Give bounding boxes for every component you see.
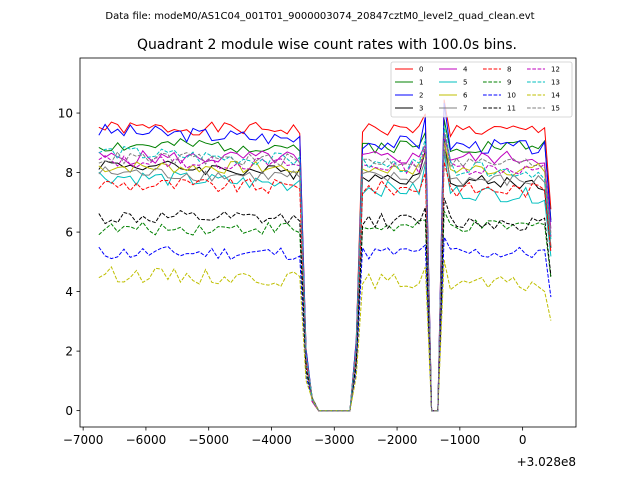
legend-label-4: 4 <box>463 66 468 74</box>
x-tick-label: −3000 <box>314 433 355 447</box>
x-tick-label: −6000 <box>126 433 167 447</box>
legend-label-11: 11 <box>507 105 516 113</box>
series-line-8 <box>98 161 552 412</box>
legend-label-6: 6 <box>463 92 468 100</box>
legend-label-8: 8 <box>507 66 511 74</box>
x-tick-label: 0 <box>519 433 527 447</box>
legend-label-15: 15 <box>551 105 560 113</box>
x-offset-label: +3.028e8 <box>517 455 576 469</box>
axes-frame <box>79 57 577 428</box>
legend-label-9: 9 <box>507 79 511 87</box>
legend-label-0: 0 <box>419 66 423 74</box>
y-tick-label: 0 <box>65 404 73 418</box>
legend-label-1: 1 <box>419 79 423 87</box>
legend-box <box>390 61 573 118</box>
legend-label-5: 5 <box>463 79 467 87</box>
series-line-11 <box>98 197 552 412</box>
legend-label-14: 14 <box>551 92 560 100</box>
x-tick-label: −2000 <box>377 433 418 447</box>
suptitle: Data file: modeM0/AS1C04_001T01_90000030… <box>105 11 534 22</box>
legend-label-2: 2 <box>419 92 423 100</box>
legend-label-12: 12 <box>551 66 560 74</box>
y-tick-label: 6 <box>65 226 73 240</box>
axes-layer: −7000 −6000 −5000 −4000 −3000 −2000 −1000 0 0 2 4 6… <box>58 57 577 469</box>
y-tick-label: 4 <box>65 285 73 299</box>
series-layer <box>98 99 552 412</box>
series-line-15 <box>98 132 552 412</box>
x-tick-label: −1000 <box>440 433 481 447</box>
x-tick-label: −4000 <box>251 433 292 447</box>
legend-label-7: 7 <box>463 105 467 113</box>
plot-area <box>80 58 576 427</box>
y-tick-label: 8 <box>65 166 73 180</box>
x-tick-label: −7000 <box>63 433 104 447</box>
x-tick-label: −5000 <box>188 433 229 447</box>
y-tick-label: 2 <box>65 345 73 359</box>
legend-label-3: 3 <box>419 105 423 113</box>
y-tick-label: 10 <box>58 107 73 121</box>
legend-label-13: 13 <box>551 79 560 87</box>
legend-label-10: 10 <box>507 92 516 100</box>
chart-title: Quadrant 2 module wise count rates with … <box>137 37 517 53</box>
